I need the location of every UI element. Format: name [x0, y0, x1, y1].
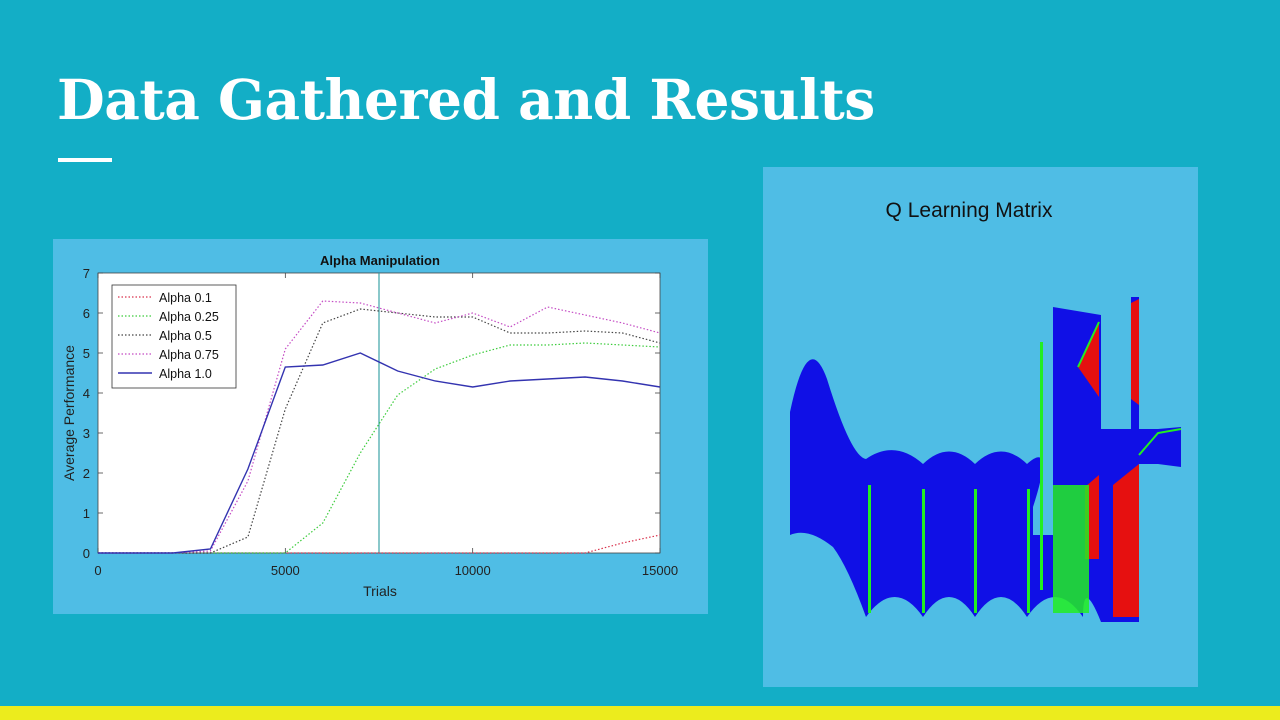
bottom-accent-bar — [0, 706, 1280, 720]
q-region-red-upper — [1078, 322, 1099, 397]
q-green-column-4 — [1027, 489, 1030, 613]
q-green-column-1 — [868, 485, 871, 613]
series-line-1 — [98, 534, 661, 554]
q-green-column-5 — [1040, 342, 1043, 590]
y-tick-label: 4 — [83, 386, 90, 401]
y-tick-label: 5 — [83, 346, 90, 361]
q-matrix-title: Q Learning Matrix — [886, 199, 1053, 222]
q-matrix-panel: Q Learning Matrix — [763, 167, 1198, 687]
series-layer — [98, 273, 661, 554]
chart-title: Alpha Manipulation — [320, 253, 440, 268]
x-tick-label: 10000 — [455, 563, 491, 578]
y-tick-label: 0 — [83, 546, 90, 561]
y-axis-label: Average Performance — [61, 345, 77, 481]
q-green-column-3 — [974, 489, 977, 613]
legend-box — [111, 284, 237, 389]
chart-legend: Alpha 0.1 Alpha 0.25 Alpha 0.5 Alpha 0.75 Al… — [111, 284, 237, 389]
y-tick-label: 2 — [83, 466, 90, 481]
legend-label: Alpha 0.1 — [159, 291, 212, 305]
q-green-cluster — [1053, 485, 1089, 613]
legend-label: Alpha 0.25 — [159, 310, 219, 324]
q-learning-matrix-chart: Q Learning Matrix — [790, 199, 1182, 622]
series-line-2 — [98, 342, 661, 554]
q-green-edge-upper — [1077, 321, 1100, 368]
q-green-column-2 — [922, 489, 925, 613]
q-matrix-surface — [790, 297, 1182, 622]
q-region-red-lower — [1113, 464, 1139, 617]
series-line-4 — [98, 300, 661, 554]
y-tick-label: 3 — [83, 426, 90, 441]
series-line-3 — [98, 308, 661, 554]
legend-label: Alpha 0.75 — [159, 348, 219, 362]
slide-title: Data Gathered and Results — [57, 67, 875, 132]
q-green-edge-right — [1138, 428, 1182, 456]
x-tick-label: 15000 — [642, 563, 678, 578]
alpha-manipulation-chart: Alpha Manipulation 0 1 2 3 4 5 6 7 0 5000 10000 150… — [61, 253, 678, 599]
y-tick-label: 1 — [83, 506, 90, 521]
title-underline — [58, 158, 112, 162]
series-line-5 — [98, 352, 661, 554]
x-tick-label: 0 — [94, 563, 101, 578]
x-tick-label: 5000 — [271, 563, 300, 578]
alpha-chart-panel: Alpha Manipulation 0 1 2 3 4 5 6 7 0 5000 10000 150… — [53, 239, 708, 614]
legend-label: Alpha 1.0 — [159, 367, 212, 381]
q-region-red-right — [1131, 299, 1139, 405]
legend-label: Alpha 0.5 — [159, 329, 212, 343]
y-tick-label: 6 — [83, 306, 90, 321]
x-axis-label: Trials — [363, 583, 397, 599]
y-tick-label: 7 — [83, 266, 90, 281]
